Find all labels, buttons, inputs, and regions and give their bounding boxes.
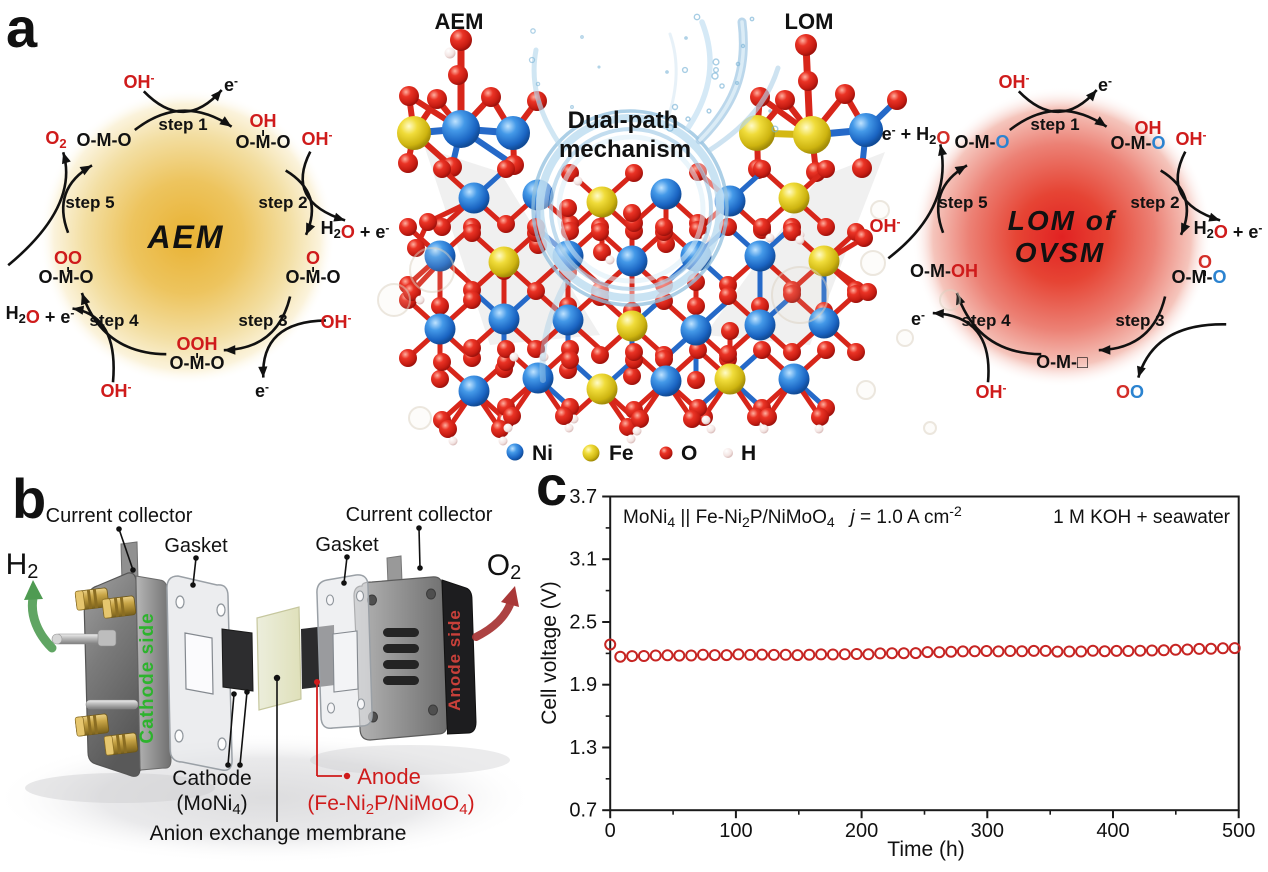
svg-text:step 1: step 1: [1030, 115, 1079, 134]
svg-text:O-M-O: O-M-O: [77, 130, 132, 150]
svg-text:Ni: Ni: [532, 442, 553, 465]
svg-text:H2: H2: [6, 548, 39, 583]
svg-text:OH-: OH-: [101, 380, 132, 401]
svg-text:Anode: Anode: [357, 764, 421, 789]
svg-text:step 3: step 3: [238, 311, 287, 330]
svg-text:c: c: [536, 454, 567, 517]
svg-text:O-M-O: O-M-O: [286, 267, 341, 287]
svg-text:OH-: OH-: [870, 215, 901, 236]
svg-text:Cathode: Cathode: [172, 767, 251, 790]
svg-text:LOM of: LOM of: [1008, 205, 1117, 236]
svg-text:O: O: [681, 442, 697, 465]
svg-text:O-M-O: O-M-O: [170, 353, 225, 373]
svg-text:O-M-O: O-M-O: [955, 132, 1010, 152]
svg-text:400: 400: [1096, 820, 1129, 842]
svg-text:O-M-O: O-M-O: [1172, 267, 1227, 287]
svg-text:OH-: OH-: [1176, 128, 1207, 149]
svg-text:a: a: [6, 0, 38, 59]
svg-text:OH: OH: [250, 111, 277, 131]
svg-text:O-M-O: O-M-O: [39, 267, 94, 287]
svg-text:3.7: 3.7: [569, 486, 597, 508]
svg-text:step 2: step 2: [1130, 193, 1179, 212]
svg-text:Current collector: Current collector: [46, 505, 193, 527]
svg-text:0.7: 0.7: [569, 800, 597, 822]
svg-text:Gasket: Gasket: [315, 534, 379, 556]
svg-text:step 4: step 4: [89, 311, 139, 330]
svg-text:Fe: Fe: [609, 442, 634, 465]
svg-text:1.3: 1.3: [569, 737, 597, 759]
svg-text:H: H: [741, 442, 756, 465]
svg-text:Cell voltage (V): Cell voltage (V): [538, 581, 561, 725]
svg-text:O: O: [306, 248, 320, 268]
svg-text:1.9: 1.9: [569, 674, 597, 696]
svg-text:2.5: 2.5: [569, 611, 597, 633]
svg-text:O-M-O: O-M-O: [236, 132, 291, 152]
svg-text:200: 200: [845, 820, 878, 842]
svg-text:0: 0: [605, 820, 616, 842]
svg-text:OO: OO: [54, 248, 82, 268]
svg-text:OH-: OH-: [124, 71, 155, 92]
svg-text:O-M-O: O-M-O: [1111, 133, 1166, 153]
svg-text:100: 100: [719, 820, 752, 842]
svg-text:OH-: OH-: [999, 71, 1030, 92]
svg-text:MoNi4 || Fe-Ni2P/NiMoO4 j =: MoNi4 || Fe-Ni2P/NiMoO4 j = 1.0 A cm-2: [623, 503, 962, 530]
svg-text:AEM: AEM: [146, 219, 224, 255]
svg-text:Dual-path: Dual-path: [568, 107, 679, 134]
svg-text:Anion exchange membrane: Anion exchange membrane: [150, 822, 407, 845]
svg-text:LOM: LOM: [785, 9, 834, 34]
svg-text:step 5: step 5: [65, 193, 114, 212]
svg-text:step 4: step 4: [961, 311, 1011, 330]
svg-text:(Fe-Ni2P/NiMoO4): (Fe-Ni2P/NiMoO4): [307, 792, 474, 818]
svg-text:OVSM: OVSM: [1015, 237, 1105, 268]
svg-text:Current collector: Current collector: [346, 504, 493, 526]
svg-text:OH-: OH-: [976, 381, 1007, 402]
svg-text:O-M-OH: O-M-OH: [910, 261, 978, 281]
svg-text:500: 500: [1222, 820, 1255, 842]
svg-text:OH: OH: [1135, 118, 1162, 138]
svg-text:H2O + e-: H2O + e-: [321, 218, 390, 242]
svg-text:Gasket: Gasket: [164, 535, 228, 557]
svg-text:300: 300: [971, 820, 1004, 842]
svg-text:3.1: 3.1: [569, 549, 597, 571]
svg-text:step 5: step 5: [938, 193, 987, 212]
svg-text:OOH: OOH: [176, 334, 217, 354]
svg-text:1 M KOH + seawater: 1 M KOH + seawater: [1053, 507, 1231, 528]
svg-text:step 3: step 3: [1115, 311, 1164, 330]
svg-text:mechanism: mechanism: [559, 136, 691, 163]
svg-text:OH-: OH-: [321, 311, 352, 332]
svg-text:Time (h): Time (h): [887, 838, 964, 861]
svg-text:step 2: step 2: [258, 193, 307, 212]
svg-text:b: b: [12, 467, 46, 530]
svg-text:O-M-□: O-M-□: [1036, 352, 1088, 372]
svg-text:Cathode side: Cathode side: [137, 612, 158, 743]
svg-text:O: O: [1198, 252, 1212, 272]
svg-text:step 1: step 1: [158, 115, 207, 134]
svg-text:OH-: OH-: [302, 128, 333, 149]
svg-text:Anode side: Anode side: [445, 609, 464, 711]
svg-text:OO: OO: [1116, 382, 1144, 402]
